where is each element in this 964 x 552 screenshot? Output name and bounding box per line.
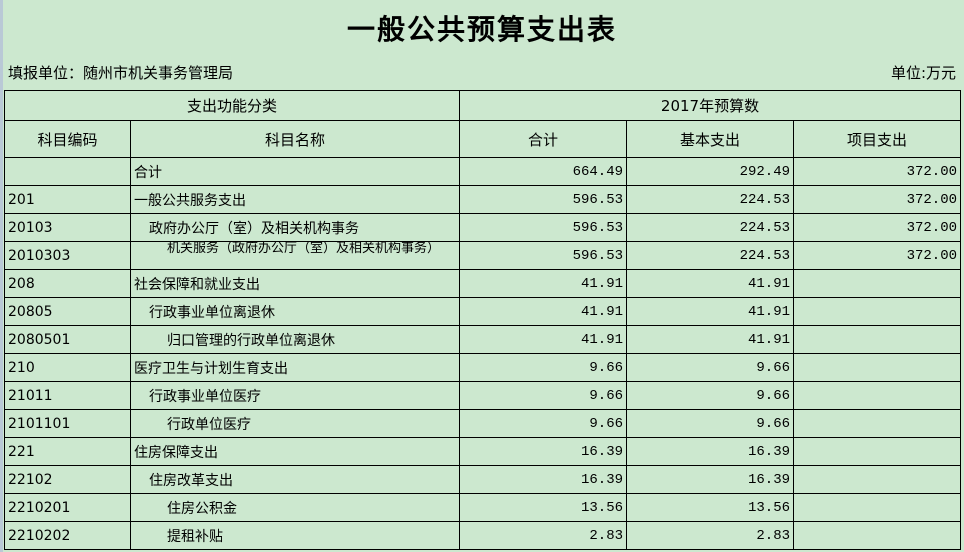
cell-name[interactable]: 一般公共服务支出: [129, 185, 461, 214]
header-total[interactable]: 合计: [459, 120, 628, 158]
cell-total[interactable]: 9.66: [459, 381, 628, 410]
cell-total[interactable]: 664.49: [459, 157, 628, 186]
cell-basic[interactable]: 41.91: [626, 325, 795, 354]
table-row: 2010303 机关服务（政府办公厅（室）及相关机构事务） 596.53 224.53…: [4, 241, 962, 270]
cell-name[interactable]: 合计: [129, 157, 461, 186]
cell-total[interactable]: 2.83: [459, 521, 628, 550]
cell-code[interactable]: 20103: [4, 213, 131, 242]
cell-name[interactable]: 政府办公厅（室）及相关机构事务: [129, 213, 461, 242]
cell-project[interactable]: [793, 325, 962, 354]
cell-project[interactable]: 372.00: [793, 157, 962, 186]
cell-project[interactable]: [793, 269, 962, 298]
cell-code[interactable]: 221: [4, 437, 131, 466]
table-row: 20805 行政事业单位离退休 41.91 41.91: [4, 297, 962, 326]
currency-unit: 单位:万元: [890, 64, 956, 82]
table-row: 2210202 提租补贴 2.83 2.83: [4, 521, 962, 550]
cell-code[interactable]: 2210201: [4, 493, 131, 522]
table-row: 20103 政府办公厅（室）及相关机构事务 596.53 224.53 372.00: [4, 213, 962, 242]
cell-total[interactable]: 41.91: [459, 325, 628, 354]
cell-code[interactable]: 21011: [4, 381, 131, 410]
cell-name[interactable]: 社会保障和就业支出: [129, 269, 461, 298]
cell-project[interactable]: [793, 353, 962, 382]
header-name[interactable]: 科目名称: [129, 120, 461, 158]
cell-project[interactable]: [793, 521, 962, 550]
table-row: 210 医疗卫生与计划生育支出 9.66 9.66: [4, 353, 962, 382]
table-row: 合计 664.49 292.49 372.00: [4, 157, 962, 186]
header-row-columns: 科目编码 科目名称 合计 基本支出 项目支出: [4, 120, 962, 158]
cell-project[interactable]: 372.00: [793, 185, 962, 214]
cell-total[interactable]: 9.66: [459, 353, 628, 382]
table-row: 201 一般公共服务支出 596.53 224.53 372.00: [4, 185, 962, 214]
cell-name[interactable]: 住房改革支出: [129, 465, 461, 494]
cell-project[interactable]: [793, 465, 962, 494]
cell-name[interactable]: 住房公积金: [129, 493, 461, 522]
table-row: 221 住房保障支出 16.39 16.39: [4, 437, 962, 466]
cell-name[interactable]: 归口管理的行政单位离退休: [129, 325, 461, 354]
cell-basic[interactable]: 41.91: [626, 297, 795, 326]
cell-basic[interactable]: 224.53: [626, 213, 795, 242]
cell-name[interactable]: 行政事业单位医疗: [129, 381, 461, 410]
cell-basic[interactable]: 9.66: [626, 409, 795, 438]
cell-code[interactable]: 2101101: [4, 409, 131, 438]
table-row: 2080501 归口管理的行政单位离退休 41.91 41.91: [4, 325, 962, 354]
cell-total[interactable]: 41.91: [459, 269, 628, 298]
table-row: 208 社会保障和就业支出 41.91 41.91: [4, 269, 962, 298]
cell-basic[interactable]: 13.56: [626, 493, 795, 522]
cell-basic[interactable]: 292.49: [626, 157, 795, 186]
cell-name[interactable]: 医疗卫生与计划生育支出: [129, 353, 461, 382]
cell-name[interactable]: 行政事业单位离退休: [129, 297, 461, 326]
cell-basic[interactable]: 41.91: [626, 269, 795, 298]
cell-total[interactable]: 16.39: [459, 465, 628, 494]
cell-project[interactable]: [793, 493, 962, 522]
cell-total[interactable]: 596.53: [459, 213, 628, 242]
cell-project[interactable]: [793, 437, 962, 466]
budget-table: 支出功能分类 2017年预算数 科目编码 科目名称 合计 基本支出 项目支出 合…: [3, 90, 962, 550]
cell-basic[interactable]: 224.53: [626, 241, 795, 270]
cell-code[interactable]: 2080501: [4, 325, 131, 354]
table-row: 22102 住房改革支出 16.39 16.39: [4, 465, 962, 494]
cell-basic[interactable]: 224.53: [626, 185, 795, 214]
cell-name[interactable]: 提租补贴: [129, 521, 461, 550]
cell-name[interactable]: 机关服务（政府办公厅（室）及相关机构事务）: [129, 241, 461, 270]
table-row: 2101101 行政单位医疗 9.66 9.66: [4, 409, 962, 438]
header-row-group: 支出功能分类 2017年预算数: [3, 90, 962, 121]
cell-total[interactable]: 41.91: [459, 297, 628, 326]
header-basic[interactable]: 基本支出: [626, 120, 795, 158]
row-header-strip: [0, 0, 3, 552]
cell-code[interactable]: 20805: [4, 297, 131, 326]
table-row: 2210201 住房公积金 13.56 13.56: [4, 493, 962, 522]
table-row: 21011 行政事业单位医疗 9.66 9.66: [4, 381, 962, 410]
cell-basic[interactable]: 9.66: [626, 353, 795, 382]
reporting-unit: 填报单位：随州市机关事务管理局: [8, 64, 234, 82]
cell-basic[interactable]: 16.39: [626, 437, 795, 466]
cell-project[interactable]: [793, 381, 962, 410]
cell-code[interactable]: 2010303: [4, 241, 131, 270]
cell-project[interactable]: [793, 409, 962, 438]
cell-total[interactable]: 13.56: [459, 493, 628, 522]
cell-code[interactable]: 208: [4, 269, 131, 298]
cell-name[interactable]: 行政单位医疗: [129, 409, 461, 438]
cell-code[interactable]: 22102: [4, 465, 131, 494]
cell-total[interactable]: 9.66: [459, 409, 628, 438]
cell-basic[interactable]: 16.39: [626, 465, 795, 494]
header-budget-2017[interactable]: 2017年预算数: [459, 90, 962, 121]
cell-project[interactable]: [793, 297, 962, 326]
cell-code[interactable]: 210: [4, 353, 131, 382]
cell-total[interactable]: 596.53: [459, 185, 628, 214]
page-title: 一般公共预算支出表: [346, 13, 617, 46]
cell-basic[interactable]: 9.66: [626, 381, 795, 410]
header-project[interactable]: 项目支出: [793, 120, 962, 158]
cell-code[interactable]: 201: [4, 185, 131, 214]
cell-basic[interactable]: 2.83: [626, 521, 795, 550]
cell-project[interactable]: 372.00: [793, 213, 962, 242]
header-function-classification[interactable]: 支出功能分类: [3, 90, 461, 121]
cell-name[interactable]: 住房保障支出: [129, 437, 461, 466]
cell-code[interactable]: 2210202: [4, 521, 131, 550]
cell-code[interactable]: [4, 157, 131, 186]
cell-name-text: 机关服务（政府办公厅（室）及相关机构事务）: [167, 242, 441, 256]
header-code[interactable]: 科目编码: [4, 120, 131, 158]
cell-total[interactable]: 16.39: [459, 437, 628, 466]
cell-total[interactable]: 596.53: [459, 241, 628, 270]
cell-project[interactable]: 372.00: [793, 241, 962, 270]
